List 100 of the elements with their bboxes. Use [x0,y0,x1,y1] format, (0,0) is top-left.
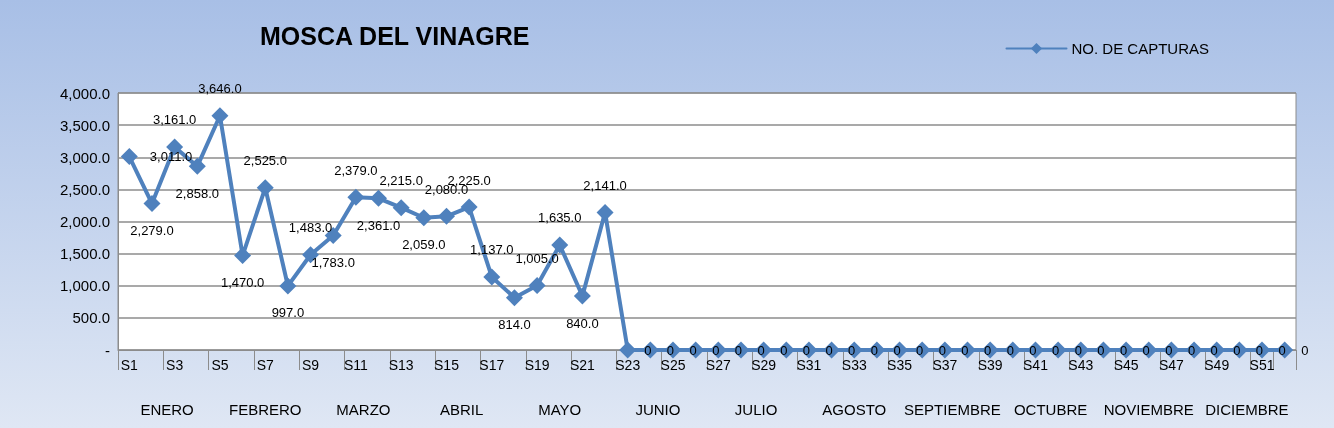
data-label: 0 [961,342,969,358]
text: FEBRERO [228,401,302,418]
x-tick-label: S49 [1204,357,1230,373]
data-label: 0 [825,342,833,358]
x-tick-label: S51 [1249,357,1275,373]
point [505,289,523,307]
y-tick-label: 1,500.0 [59,245,110,263]
x-tick-label: S1 [120,357,139,373]
x-tick-label: S19 [524,357,550,373]
data-label: 0 [1278,342,1286,358]
data-label: 1,470.0 [220,275,265,291]
text: ENERO [140,401,194,418]
data-label: 2,361.0 [356,217,401,233]
point [120,148,138,166]
data-label: 0 [1187,342,1196,358]
point [211,107,229,125]
data-label: 0 [893,342,901,358]
data-label: 3,646.0 [198,81,242,97]
x-tick-label: S15 [434,357,460,373]
data-label: 0 [1210,342,1218,358]
data-label: 0 [802,342,811,358]
data-label: 0 [870,342,878,358]
point [551,236,569,254]
text: JULIO [734,401,778,418]
x-tick-label: S39 [977,357,1003,373]
point [279,277,297,295]
data-label: 840.0 [566,315,599,331]
data-label: 0 [938,342,946,358]
point [528,276,546,294]
point [392,199,410,217]
x-tick-label: S35 [887,357,913,373]
legend-label: NO. DE CAPTURAS [1071,40,1210,57]
y-tick-label: 500.0 [72,309,110,327]
data-label: 0 [666,342,675,358]
data-label: 0 [1074,342,1082,358]
data-label: 2,215.0 [379,173,423,189]
text: AGOSTO [822,401,887,418]
x-tick-label: S7 [256,357,275,373]
text: OCTUBRE [1013,401,1088,418]
data-label: 0 [689,342,697,358]
point [437,207,455,225]
text: JUNIO [635,401,681,418]
data-label: 814.0 [498,317,531,333]
x-tick-label: S37 [932,357,958,373]
x-tick-label: S9 [302,357,320,373]
x-tick-label: S17 [479,357,505,373]
x-tick-label: S13 [388,357,414,373]
x-tick-label: S47 [1158,357,1185,373]
text: ABRIL [439,401,484,418]
data-label: 0 [734,342,743,358]
data-label: 0 [1051,342,1060,358]
point [483,268,501,286]
y-tick-label: 3,500.0 [59,116,110,134]
x-tick-label: S33 [841,357,867,373]
data-label: 0 [1301,342,1309,358]
point [415,209,433,227]
data-label: 0 [1097,342,1105,358]
text: DICIEMBRE [1205,401,1289,418]
data-label: 997.0 [271,305,305,321]
data-label: 2,279.0 [130,223,174,239]
data-label: 0 [1119,342,1128,358]
point [347,188,365,206]
data-label: 0 [757,342,765,358]
data-label: 0 [1233,342,1241,358]
x-tick-label: S41 [1023,357,1049,373]
data-label: 1,635.0 [538,210,582,226]
data-label: 0 [712,342,720,358]
x-tick-label: S5 [211,357,229,373]
x-tick-label: S31 [796,357,822,373]
text: NOVIEMBRE [1103,401,1194,418]
data-label: 0 [848,342,856,358]
point [143,195,161,213]
text: MAYO [538,401,582,418]
data-label: 2,059.0 [402,237,446,253]
point [256,179,274,197]
x-tick-label: S25 [660,357,686,373]
x-tick-label: S27 [705,357,731,373]
text: MARZO [336,401,391,418]
data-label: 0 [1142,342,1150,358]
data-label: 0 [1006,342,1014,358]
point [370,189,388,207]
x-tick-label: S23 [615,357,641,373]
point [573,287,591,305]
x-tick-label: S3 [166,357,184,373]
chart-title: MOSCA DEL VINAGRE [260,21,530,50]
y-tick-label: 2,500.0 [59,180,110,198]
y-tick-label: 1,000.0 [59,277,110,295]
x-tick-label: S21 [569,357,596,373]
y-tick-label: - [105,341,110,359]
data-label: 0 [916,342,924,358]
x-tick-label: S11 [343,357,369,373]
x-tick-label: S29 [751,357,777,373]
point [234,247,252,265]
point [460,198,478,216]
data-label: 0 [1029,342,1037,358]
y-tick-label: 3,000.0 [59,148,110,166]
data-label: 3,161.0 [152,112,197,128]
data-label: 1,483.0 [288,220,333,236]
data-label: 0 [644,342,652,358]
y-tick-label: 2,000.0 [59,213,110,230]
